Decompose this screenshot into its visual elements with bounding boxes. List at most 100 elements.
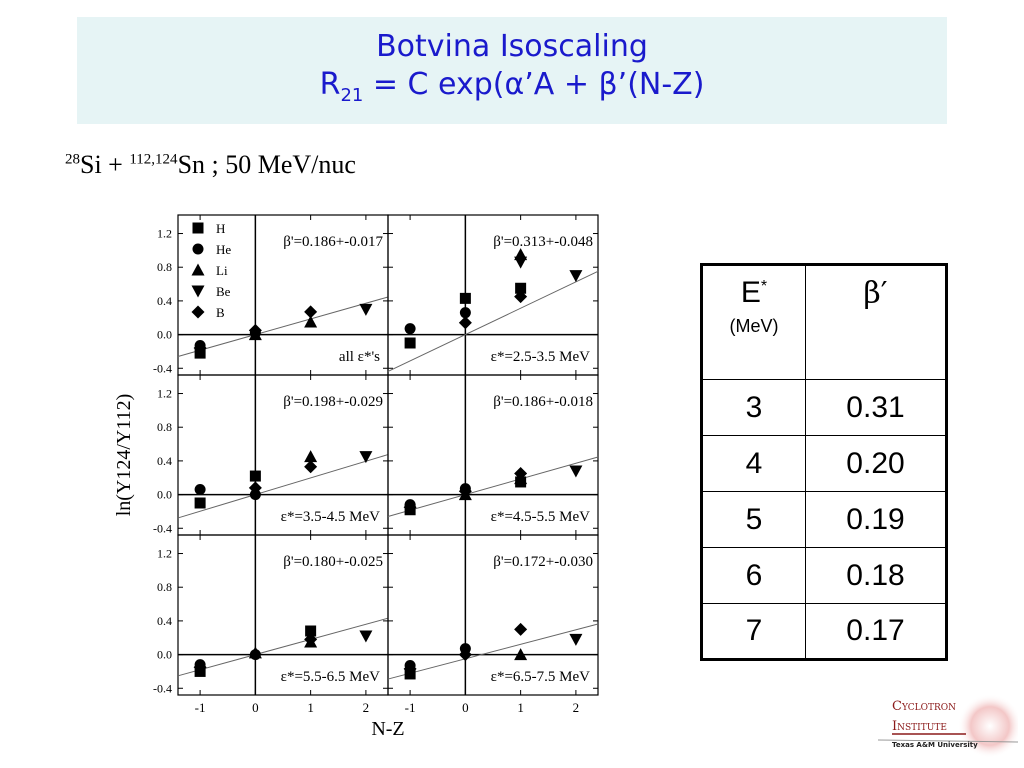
data-point-he — [249, 489, 261, 501]
data-point-be — [569, 270, 583, 283]
data-point-b — [458, 316, 472, 330]
energy-label: ε*=4.5-5.5 MeV — [491, 509, 590, 525]
legend-label: Li — [216, 263, 228, 278]
x-tick-label: -1 — [405, 700, 416, 715]
data-point-he — [194, 484, 206, 496]
legend-marker-li — [191, 263, 205, 276]
x-tick-label: 1 — [517, 700, 524, 715]
table-cell-energy: 4 — [701, 435, 806, 492]
energy-label: ε*=6.5-7.5 MeV — [491, 669, 590, 685]
energy-label: ε*=3.5-4.5 MeV — [281, 509, 380, 525]
data-point-b — [514, 467, 528, 481]
table-cell-beta: 0.31 — [805, 379, 947, 436]
fit-line — [177, 617, 389, 677]
header-energy-unit: (MeV) — [729, 316, 779, 336]
table-cell-energy: 6 — [701, 547, 806, 604]
logo-text-university: Texas A&M University — [892, 741, 978, 749]
beta-label: β'=0.186+-0.018 — [493, 394, 593, 410]
y-tick-label: 0.8 — [157, 260, 172, 274]
header-beta-cell: β′ — [805, 264, 947, 380]
y-tick-label: 0.8 — [157, 420, 172, 434]
x-tick-label: 0 — [462, 700, 469, 715]
y-tick-label: 0.8 — [157, 580, 172, 594]
energy-label: all ε*'s — [339, 349, 380, 365]
y-tick-label: 0.4 — [157, 454, 172, 468]
si-mass-number: 28 — [65, 151, 80, 168]
data-point-li — [304, 450, 318, 463]
beta-label: β'=0.172+-0.030 — [493, 554, 593, 570]
y-tick-label: -0.4 — [153, 361, 172, 375]
data-point-b — [458, 484, 472, 498]
data-point-be — [359, 630, 373, 643]
data-point-h — [515, 282, 527, 294]
legend-marker-be — [191, 285, 205, 298]
data-point-b — [403, 500, 417, 514]
panel-frame — [387, 534, 599, 696]
table-cell-energy: 7 — [701, 603, 806, 660]
logo-text-institute: Institute — [892, 719, 947, 734]
legend-label: He — [216, 242, 231, 257]
title-banner: Botvina Isoscaling R21 = C exp(α’A + β’(… — [77, 17, 947, 124]
table-cell-beta: 0.20 — [805, 435, 947, 492]
sn-element-energy: Sn ; 50 MeV/nuc — [177, 150, 356, 179]
data-point-b — [514, 622, 528, 636]
title-line-2: R21 = C exp(α’A + β’(N-Z) — [77, 65, 947, 116]
x-tick-label: 2 — [573, 700, 580, 715]
title-r-subscript: 21 — [340, 85, 364, 106]
logo-beam-line — [878, 739, 1018, 743]
beta-table: E* (MeV) β′ 3 0.31 4 0.20 5 0.19 6 0.18 7 0.1… — [700, 263, 948, 661]
x-tick-label: 0 — [252, 700, 258, 715]
data-point-b — [304, 460, 318, 474]
x-axis-label: N-Z — [371, 718, 404, 740]
x-tick-label: -1 — [195, 700, 206, 715]
data-point-li — [304, 315, 318, 328]
y-tick-label: 0.4 — [157, 294, 172, 308]
x-tick-label: 1 — [307, 700, 314, 715]
header-energy-symbol: E* — [703, 276, 805, 310]
title-r: R — [319, 67, 341, 102]
fit-line — [177, 454, 389, 519]
table-cell-beta: 0.18 — [805, 547, 947, 604]
data-point-b — [458, 648, 472, 662]
fit-line — [387, 623, 599, 680]
legend-marker-h — [192, 222, 204, 234]
beta-label: β'=0.180+-0.025 — [283, 554, 383, 570]
reaction-subtitle: 28Si + 112,124Sn ; 50 MeV/nuc — [65, 150, 356, 180]
energy-label: ε*=5.5-6.5 MeV — [281, 669, 380, 685]
legend-marker-he — [192, 243, 204, 255]
table-row: 5 0.19 — [701, 491, 947, 548]
beta-label: β'=0.186+-0.017 — [283, 234, 383, 250]
table-header-row: E* (MeV) β′ — [701, 264, 947, 380]
data-point-h — [194, 497, 206, 509]
data-point-be — [569, 633, 583, 646]
y-tick-label: -0.4 — [153, 521, 172, 535]
data-point-b — [193, 660, 207, 674]
data-point-h — [404, 337, 416, 349]
header-energy-letter: E — [740, 276, 761, 309]
y-tick-label: 0.0 — [157, 488, 172, 502]
table-row: 7 0.17 — [701, 603, 947, 660]
data-point-b — [304, 632, 318, 646]
data-point-b — [514, 290, 528, 304]
fit-line — [177, 296, 389, 357]
data-point-he — [459, 307, 471, 319]
data-point-h — [459, 292, 471, 304]
legend-marker-b — [191, 305, 205, 319]
y-tick-label: 1.2 — [157, 387, 172, 401]
legend-label: H — [216, 221, 225, 236]
fit-line — [387, 456, 599, 517]
data-point-b — [304, 305, 318, 319]
y-tick-label: 1.2 — [157, 227, 172, 241]
logo-text-cyclotron: Cyclotron — [892, 699, 956, 714]
data-point-h — [305, 625, 317, 637]
beta-label: β'=0.313+-0.048 — [493, 234, 593, 250]
y-tick-label: 0.0 — [157, 648, 172, 662]
y-tick-label: -0.4 — [153, 681, 172, 695]
beta-label: β'=0.198+-0.029 — [283, 394, 383, 410]
data-point-be — [359, 303, 373, 316]
x-tick-label: 2 — [363, 700, 370, 715]
data-point-he — [404, 323, 416, 335]
title-line-1: Botvina Isoscaling — [376, 29, 648, 64]
data-point-be — [359, 451, 373, 464]
table-row: 3 0.31 — [701, 379, 947, 436]
